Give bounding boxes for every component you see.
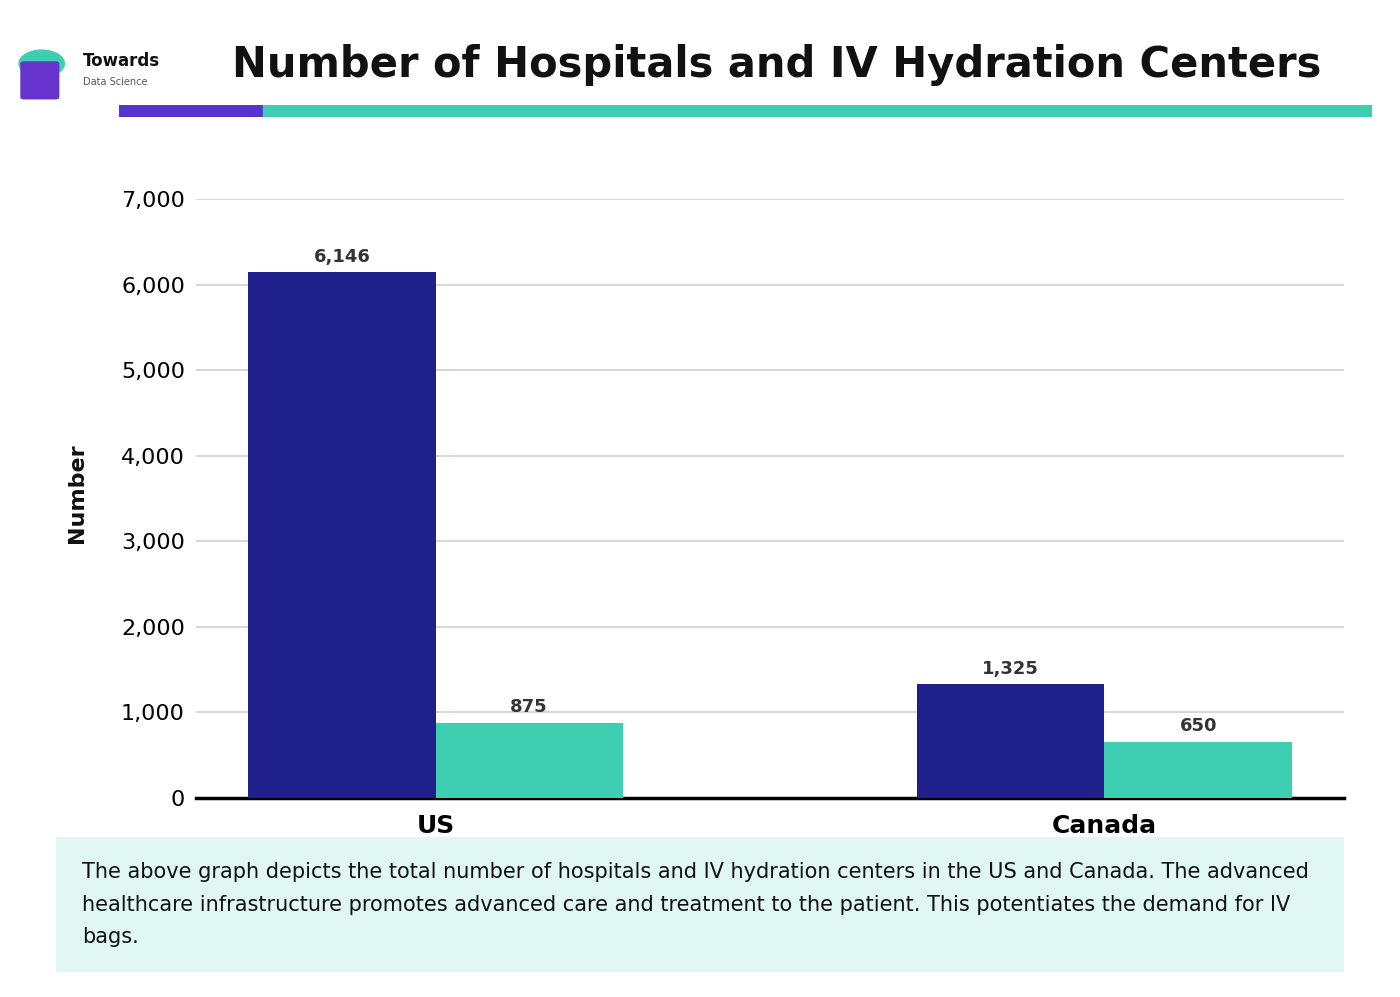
Text: Data Science: Data Science: [84, 77, 148, 88]
Text: 875: 875: [511, 698, 547, 716]
Text: Number: Number: [67, 444, 87, 543]
Bar: [917, 684, 1105, 798]
Text: Towards: Towards: [84, 52, 161, 71]
Text: The above graph depicts the total number of hospitals and IV hydration centers i: The above graph depicts the total number…: [81, 861, 1309, 947]
Text: 6,146: 6,146: [314, 247, 370, 265]
Text: Number of Hospitals and IV Hydration Centers: Number of Hospitals and IV Hydration Cen…: [232, 44, 1322, 86]
Bar: [435, 723, 623, 798]
FancyBboxPatch shape: [36, 835, 1364, 974]
Circle shape: [20, 50, 64, 77]
FancyBboxPatch shape: [20, 62, 59, 100]
Bar: [248, 272, 435, 798]
Legend: Hospitals, IV Hydration Centers: Hospitals, IV Hydration Centers: [528, 925, 1012, 966]
Text: 1,325: 1,325: [983, 660, 1039, 678]
X-axis label: Countries: Countries: [701, 852, 839, 876]
Bar: [1105, 742, 1292, 798]
Bar: [263, 105, 1372, 117]
Bar: [119, 105, 263, 117]
Text: 650: 650: [1179, 717, 1217, 735]
